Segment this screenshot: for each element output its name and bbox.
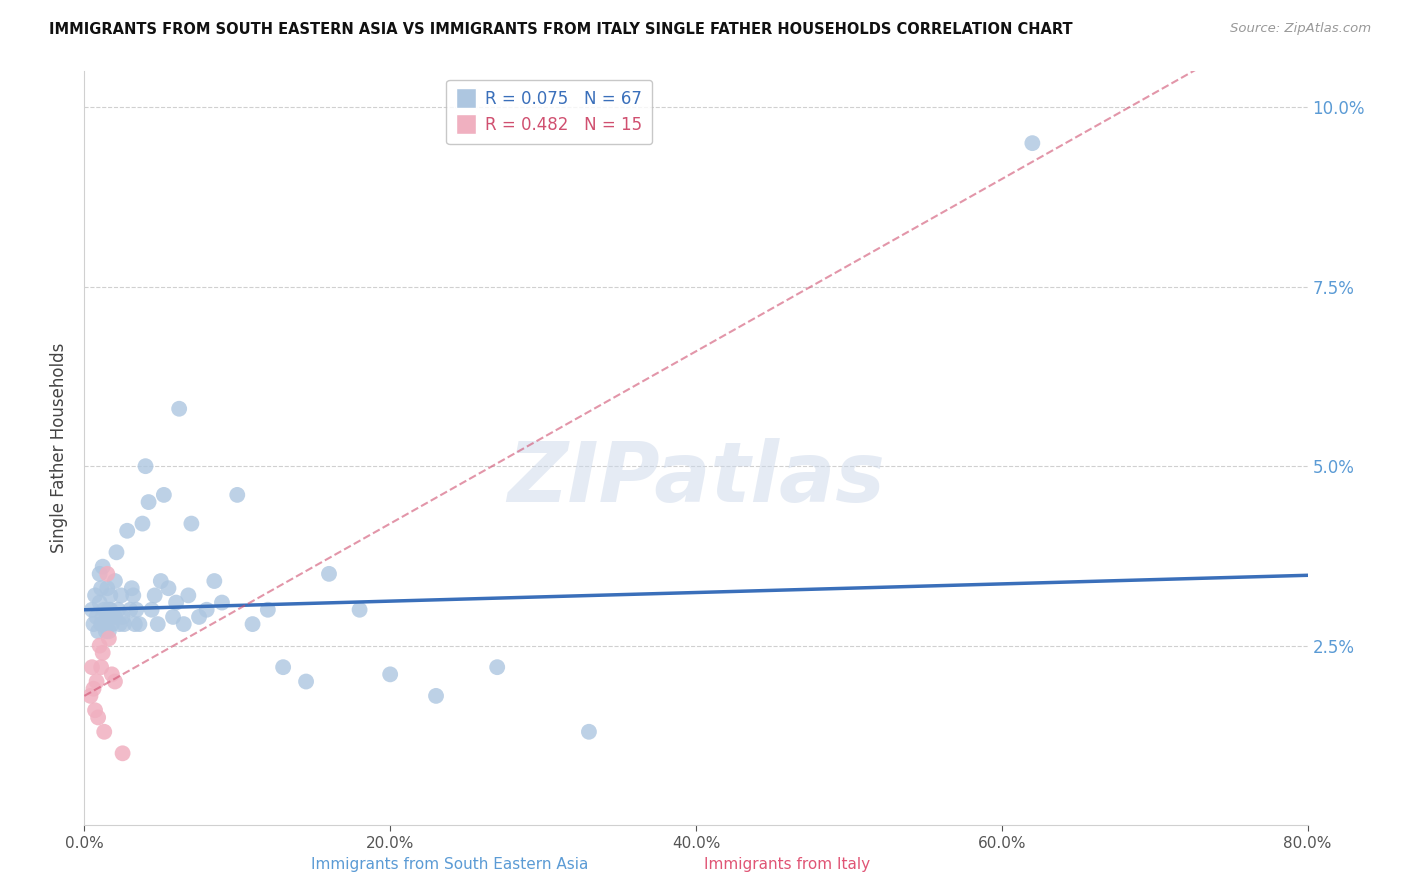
Point: [94, 624, 117, 639]
Point: [104, 574, 127, 588]
Point: [120, 603, 142, 617]
Point: [425, 689, 447, 703]
Point: [96, 610, 118, 624]
Point: [135, 459, 157, 474]
Point: [153, 488, 176, 502]
Point: [83, 617, 105, 632]
Point: [97, 603, 120, 617]
Point: [112, 617, 135, 632]
Point: [104, 674, 127, 689]
Text: Source: ZipAtlas.com: Source: ZipAtlas.com: [1230, 22, 1371, 36]
Point: [80, 603, 103, 617]
Point: [97, 632, 120, 646]
Point: [79, 689, 101, 703]
Point: [167, 401, 190, 416]
Point: [177, 588, 200, 602]
Point: [1021, 136, 1043, 150]
Point: [149, 574, 172, 588]
Point: [578, 724, 600, 739]
Point: [271, 660, 294, 674]
Point: [295, 674, 318, 689]
Point: [128, 617, 150, 632]
Point: [131, 516, 153, 531]
Point: [93, 617, 115, 632]
Point: [111, 747, 134, 761]
Point: [84, 588, 107, 602]
Point: [80, 660, 103, 674]
Point: [380, 667, 402, 681]
Point: [242, 617, 264, 632]
Point: [110, 588, 132, 602]
Point: [96, 566, 118, 581]
Text: Immigrants from South Eastern Asia: Immigrants from South Eastern Asia: [311, 857, 589, 872]
Point: [104, 610, 127, 624]
Point: [121, 581, 143, 595]
Point: [91, 646, 114, 660]
Point: [486, 660, 509, 674]
Legend: R = 0.075   N = 67, R = 0.482   N = 15: R = 0.075 N = 67, R = 0.482 N = 15: [447, 79, 652, 144]
Point: [90, 617, 112, 632]
Point: [138, 495, 160, 509]
Point: [91, 559, 114, 574]
Point: [89, 566, 111, 581]
Point: [124, 617, 146, 632]
Point: [84, 703, 107, 717]
Point: [96, 581, 118, 595]
Point: [101, 667, 124, 681]
Point: [90, 660, 112, 674]
Point: [105, 545, 128, 559]
Point: [87, 624, 110, 639]
Point: [122, 588, 145, 602]
Point: [143, 588, 166, 602]
Point: [86, 610, 108, 624]
Point: [91, 610, 114, 624]
Point: [157, 581, 180, 595]
Text: ZIPatlas: ZIPatlas: [508, 438, 884, 519]
Point: [111, 610, 134, 624]
Point: [98, 588, 121, 602]
Point: [349, 603, 371, 617]
Point: [107, 603, 129, 617]
Point: [162, 610, 184, 624]
Point: [165, 596, 187, 610]
Point: [90, 581, 112, 595]
Point: [115, 524, 138, 538]
Point: [125, 603, 148, 617]
Point: [226, 488, 249, 502]
Point: [101, 617, 124, 632]
Point: [257, 603, 280, 617]
Point: [89, 639, 111, 653]
Point: [89, 596, 111, 610]
Point: [87, 710, 110, 724]
Text: IMMIGRANTS FROM SOUTH EASTERN ASIA VS IMMIGRANTS FROM ITALY SINGLE FATHER HOUSEH: IMMIGRANTS FROM SOUTH EASTERN ASIA VS IM…: [49, 22, 1073, 37]
Point: [202, 574, 225, 588]
Point: [141, 603, 163, 617]
Point: [211, 596, 233, 610]
Point: [97, 624, 120, 639]
Point: [86, 674, 108, 689]
Point: [83, 681, 105, 696]
Point: [195, 603, 218, 617]
Point: [180, 516, 202, 531]
Point: [173, 617, 195, 632]
Point: [108, 617, 131, 632]
Y-axis label: Single Father Households: Single Father Households: [51, 343, 69, 553]
Point: [318, 566, 340, 581]
Point: [188, 610, 211, 624]
Point: [93, 603, 115, 617]
Text: Immigrants from Italy: Immigrants from Italy: [704, 857, 870, 872]
Point: [93, 724, 115, 739]
Point: [98, 603, 121, 617]
Point: [146, 617, 169, 632]
